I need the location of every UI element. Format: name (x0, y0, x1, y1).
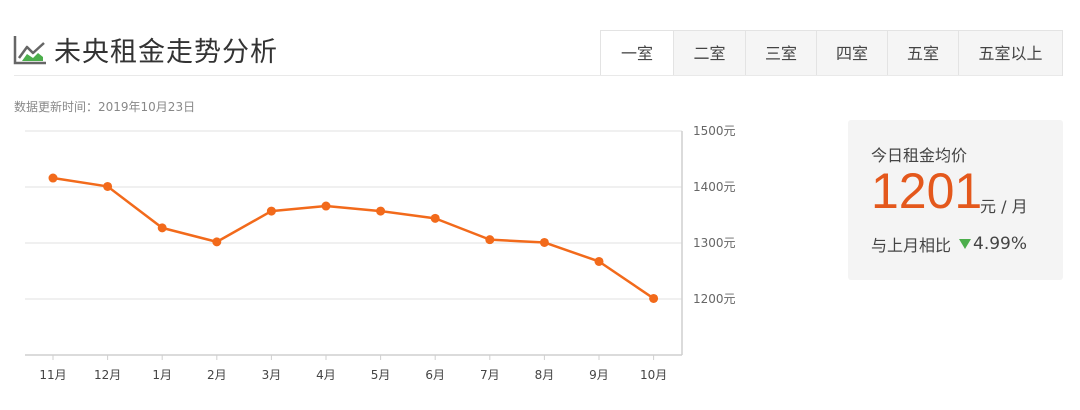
trend-line-icon (13, 35, 46, 64)
x-tick-label: 11月 (39, 368, 66, 382)
header-divider (14, 75, 1062, 76)
data-point (48, 173, 58, 183)
down-triangle-icon (959, 239, 972, 249)
tab-five-room[interactable]: 五室 (887, 31, 958, 76)
title-group: 未央租金走势分析 (12, 30, 278, 69)
y-tick-label: 1300元 (693, 236, 736, 250)
data-point (485, 235, 495, 245)
y-tick-label: 1500元 (693, 124, 736, 138)
header: 未央租金走势分析 一室 二室 三室 四室 五室 五室以上 (0, 0, 1080, 76)
x-tick-label: 2月 (207, 368, 227, 382)
x-tick-label: 7月 (480, 368, 500, 382)
data-point (376, 206, 386, 216)
data-point (157, 223, 167, 233)
data-point (649, 293, 659, 303)
x-tick-label: 9月 (589, 368, 609, 382)
data-point (212, 237, 222, 247)
rent-series-line (52, 176, 655, 300)
y-tick-label: 1400元 (693, 180, 736, 194)
x-tick-label: 8月 (535, 368, 555, 382)
compare-value: 4.99% (973, 234, 1028, 254)
update-time: 数据更新时间：2019年10月23日 (14, 100, 196, 114)
stats-unit: 元 / 月 (980, 197, 1028, 216)
data-point (594, 256, 604, 266)
data-point (103, 181, 113, 191)
tab-three-room[interactable]: 三室 (745, 31, 816, 76)
rent-trend-chart: 1200元 1300元 1400元 1500元 11月 12月 1月 2月 3月 4月 5月 6月 7月… (25, 124, 736, 382)
x-tick-label: 6月 (425, 368, 445, 382)
page-title: 未央租金走势分析 (54, 37, 278, 68)
compare-label: 与上月相比 (871, 236, 952, 255)
x-tick-label: 10月 (640, 368, 667, 382)
data-point (266, 206, 276, 216)
average-rent-value: 1201 (871, 163, 983, 219)
x-tick-label: 12月 (94, 368, 121, 382)
tab-one-room[interactable]: 一室 (601, 31, 673, 76)
x-tick-label: 3月 (262, 368, 282, 382)
x-tick-label: 1月 (152, 368, 172, 382)
month-compare: 与上月相比 4.99% (871, 232, 1027, 256)
tab-five-plus-room[interactable]: 五室以上 (958, 31, 1062, 76)
x-tick-label: 4月 (316, 368, 336, 382)
data-point (321, 201, 331, 211)
tab-two-room[interactable]: 二室 (673, 31, 745, 76)
data-point (539, 237, 549, 247)
y-tick-label: 1200元 (693, 292, 736, 306)
x-tick-label: 5月 (371, 368, 391, 382)
stats-label: 今日租金均价 (871, 146, 968, 165)
tab-four-room[interactable]: 四室 (816, 31, 887, 76)
room-type-tabs: 一室 二室 三室 四室 五室 五室以上 (600, 30, 1063, 76)
rent-stats-card: 今日租金均价 1201 元 / 月 与上月相比 4.99% (848, 120, 1063, 280)
data-point (430, 213, 440, 223)
